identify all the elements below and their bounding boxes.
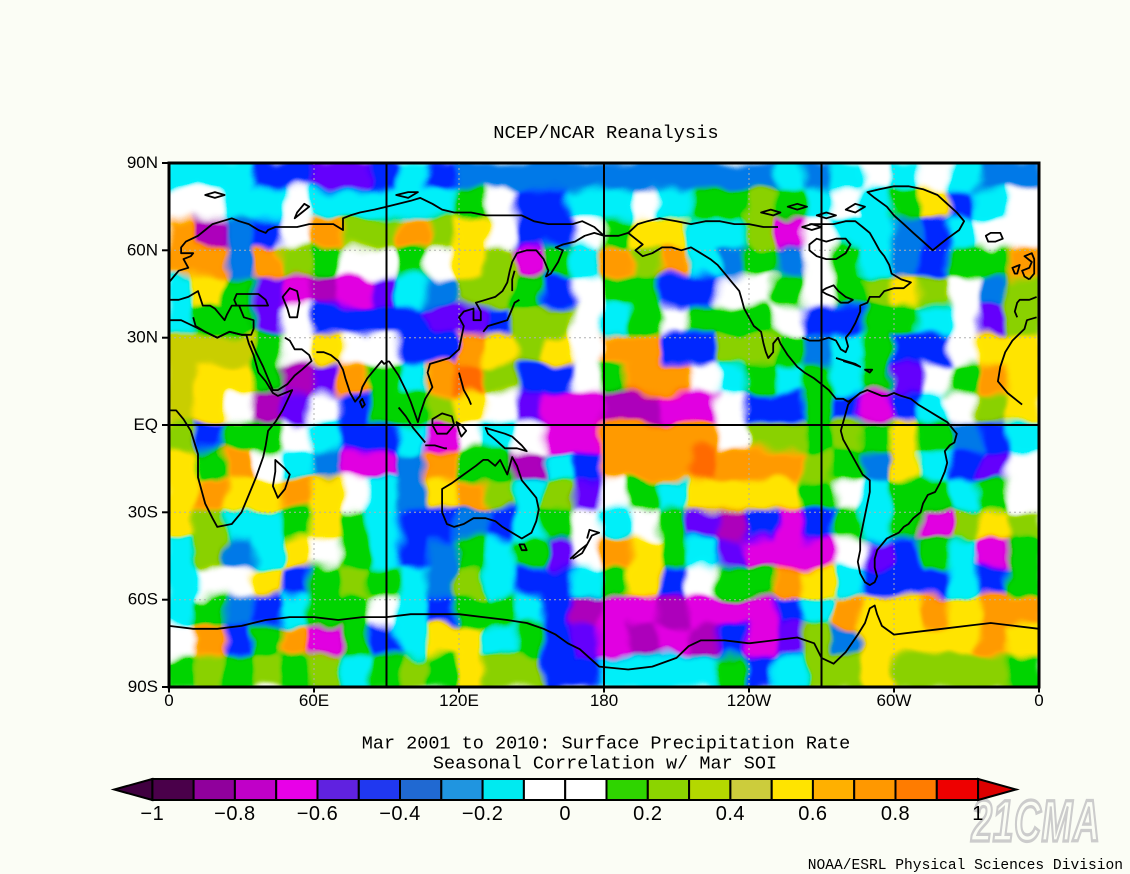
svg-text:0.8: 0.8: [881, 803, 910, 825]
svg-text:1: 1: [972, 803, 984, 825]
svg-text:30N: 30N: [127, 328, 158, 347]
svg-text:−1: −1: [140, 803, 164, 825]
svg-text:NOAA/ESRL Physical Sciences Di: NOAA/ESRL Physical Sciences Division: [808, 858, 1123, 874]
svg-text:90S: 90S: [128, 677, 158, 696]
svg-text:0: 0: [559, 803, 571, 825]
svg-text:60S: 60S: [128, 590, 158, 609]
svg-text:0.4: 0.4: [716, 803, 745, 825]
svg-text:Seasonal Correlation w/ Mar SO: Seasonal Correlation w/ Mar SOI: [433, 754, 777, 775]
svg-text:0: 0: [1034, 691, 1043, 710]
svg-text:120W: 120W: [727, 691, 771, 710]
svg-text:Mar 2001 to 2010: Surface Prec: Mar 2001 to 2010: Surface Precipitation …: [362, 734, 850, 755]
svg-text:60N: 60N: [127, 240, 158, 259]
svg-text:180: 180: [590, 691, 618, 710]
svg-text:60W: 60W: [877, 691, 912, 710]
svg-text:21CMA: 21CMA: [971, 790, 1101, 854]
svg-text:0.6: 0.6: [798, 803, 827, 825]
svg-text:EQ: EQ: [133, 415, 158, 434]
svg-text:120E: 120E: [439, 691, 479, 710]
svg-text:60E: 60E: [299, 691, 329, 710]
svg-text:−0.8: −0.8: [214, 803, 255, 825]
svg-text:−0.6: −0.6: [297, 803, 338, 825]
svg-text:90N: 90N: [127, 153, 158, 172]
svg-text:−0.2: −0.2: [462, 803, 503, 825]
svg-text:NCEP/NCAR Reanalysis: NCEP/NCAR Reanalysis: [493, 122, 718, 144]
svg-text:0.2: 0.2: [633, 803, 662, 825]
svg-text:0: 0: [164, 691, 173, 710]
svg-text:30S: 30S: [128, 502, 158, 521]
svg-text:−0.4: −0.4: [379, 803, 420, 825]
